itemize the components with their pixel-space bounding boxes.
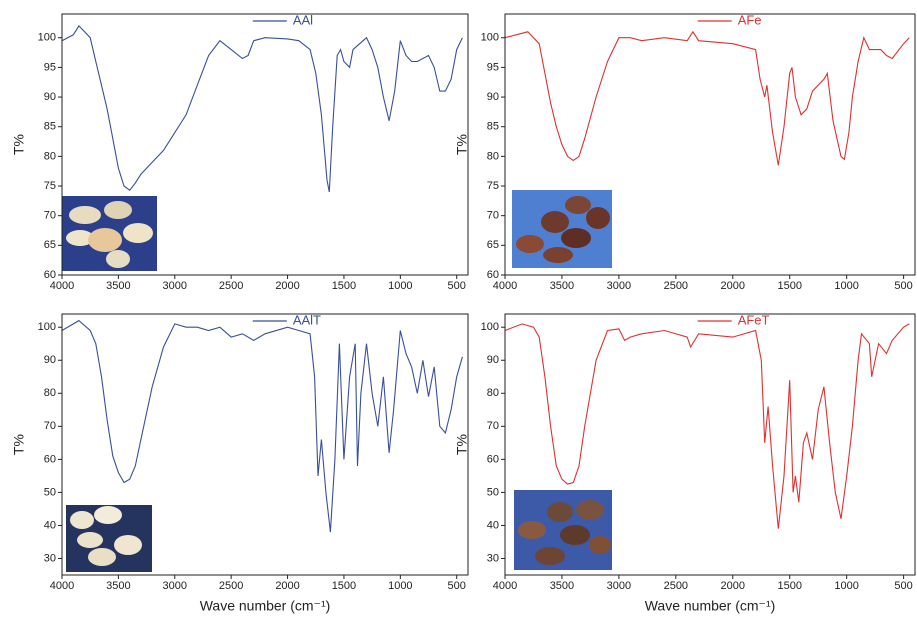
x-tick-label: 1000 [388,280,412,292]
legend-label: AFeT [738,312,770,327]
x-tick-label: 2000 [721,280,745,292]
x-tick-label: 2500 [664,280,688,292]
x-tick-label: 500 [448,280,466,292]
x-tick-label: 500 [448,580,466,592]
y-tick-label: 60 [487,269,499,281]
y-tick-label: 90 [487,354,499,366]
y-tick-label: 50 [44,486,56,498]
x-tick-label: 1000 [834,280,858,292]
y-tick-label: 65 [44,239,56,251]
y-tick-label: 70 [44,210,56,222]
spectrum-line [504,30,910,166]
plot-frame [504,13,916,276]
legend-label: AFe [738,12,762,27]
y-tick-label: 30 [44,552,56,564]
y-tick-label: 60 [487,453,499,465]
y-tick-label: 90 [44,91,56,103]
x-tick-label: 3000 [163,580,187,592]
inset-photo [512,190,612,268]
x-tick-label: 500 [894,580,912,592]
y-tick-label: 80 [487,150,499,162]
x-tick-label: 2000 [721,580,745,592]
x-tick-label: 4000 [493,280,517,292]
x-tick-label: 1000 [388,580,412,592]
inset-photo [66,505,152,572]
y-tick-label: 80 [44,387,56,399]
y-tick-label: 90 [487,91,499,103]
y-tick-label: 90 [44,354,56,366]
legend-label: AAlT [293,312,321,327]
y-tick-label: 60 [44,453,56,465]
inset-photo [62,196,157,271]
x-tick-label: 2000 [275,280,299,292]
y-tick-label: 70 [487,420,499,432]
y-tick-label: 80 [487,387,499,399]
y-tick-label: 70 [487,210,499,222]
y-tick-label: 60 [44,269,56,281]
y-tick-label: 100 [481,321,499,333]
x-tick-label: 3500 [106,580,130,592]
y-tick-label: 75 [487,180,499,192]
y-tick-label: 70 [44,420,56,432]
x-tick-label: 2500 [219,580,243,592]
y-tick-label: 95 [44,61,56,73]
x-tick-label: 500 [894,280,912,292]
x-tick-label: 3500 [106,280,130,292]
x-tick-label: 2500 [219,280,243,292]
y-tick-label: 85 [487,121,499,133]
x-tick-label: 2500 [664,580,688,592]
y-tick-label: 40 [487,519,499,531]
x-tick-label: 4000 [50,280,74,292]
y-axis-label: T% [454,134,470,155]
spectrum-line [61,319,463,533]
x-tick-label: 3500 [550,280,574,292]
y-axis-label: T% [11,134,27,155]
x-tick-label: 4000 [493,580,517,592]
x-tick-label: 2000 [275,580,299,592]
x-tick-label: 3000 [163,280,187,292]
y-tick-label: 65 [487,239,499,251]
legend-label: AAl [293,12,313,27]
x-tick-label: 1000 [834,580,858,592]
y-tick-label: 30 [487,552,499,564]
y-tick-label: 85 [44,121,56,133]
y-tick-label: 50 [487,486,499,498]
spectrum-line [61,25,463,193]
y-tick-label: 95 [487,61,499,73]
y-tick-label: 100 [38,321,56,333]
x-tick-label: 3000 [607,280,631,292]
x-tick-label: 1500 [332,580,356,592]
y-tick-label: 40 [44,519,56,531]
spectrum-line [504,323,910,529]
inset-photo [514,490,612,570]
x-tick-label: 3000 [607,580,631,592]
x-axis-label: Wave number (cm⁻¹) [200,598,331,614]
y-tick-label: 75 [44,180,56,192]
y-tick-label: 100 [481,32,499,44]
x-tick-label: 1500 [777,280,801,292]
plot-frame [61,13,469,276]
plot-frame [61,313,469,576]
plot-frame [504,313,916,576]
x-tick-label: 1500 [777,580,801,592]
y-tick-label: 100 [38,32,56,44]
x-tick-label: 4000 [50,580,74,592]
x-axis-label: Wave number (cm⁻¹) [645,598,776,614]
x-tick-label: 3500 [550,580,574,592]
x-tick-label: 1500 [332,280,356,292]
y-axis-label: T% [11,434,27,455]
y-tick-label: 80 [44,150,56,162]
y-axis-label: T% [454,434,470,455]
